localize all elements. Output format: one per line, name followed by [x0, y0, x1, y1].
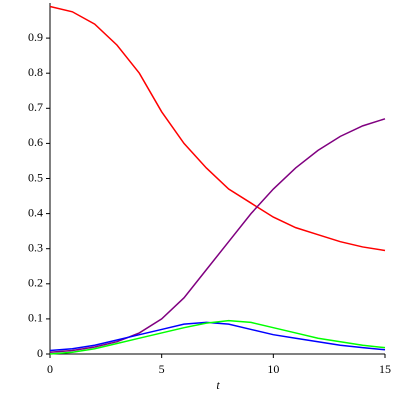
y-tick-label: 0.8	[28, 65, 43, 79]
y-tick-label: 0.3	[28, 240, 43, 254]
y-tick-label: 0.9	[28, 30, 43, 44]
x-tick-label: 0	[47, 362, 53, 376]
x-tick-label: 10	[267, 362, 279, 376]
y-tick-label: 0.2	[28, 276, 43, 290]
y-tick-label: 0.5	[28, 170, 43, 184]
x-tick-label: 5	[159, 362, 165, 376]
series-line	[49, 5, 386, 252]
y-tick-label: 0.6	[28, 135, 43, 149]
y-tick-label: 0.4	[28, 205, 43, 219]
y-tick-label: 0.7	[28, 100, 43, 114]
series-line	[49, 118, 386, 353]
series-line	[49, 321, 386, 352]
y-tick-label: 0	[37, 346, 43, 360]
series-line	[49, 319, 386, 355]
y-tick-label: 0.1	[28, 311, 43, 325]
x-axis-label: t	[216, 378, 220, 392]
x-tick-label: 15	[379, 362, 391, 376]
